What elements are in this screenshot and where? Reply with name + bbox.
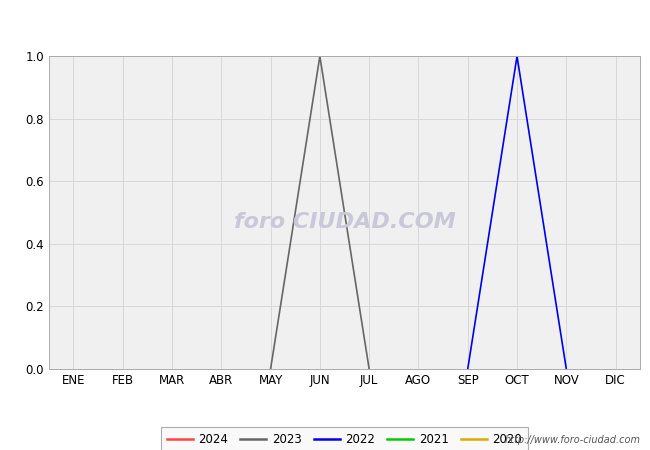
Text: Matriculaciones de Vehiculos en Villa de Ves: Matriculaciones de Vehiculos en Villa de… bbox=[148, 14, 502, 29]
Text: foro CIUDAD.COM: foro CIUDAD.COM bbox=[233, 212, 456, 232]
Legend: 2024, 2023, 2022, 2021, 2020: 2024, 2023, 2022, 2021, 2020 bbox=[161, 428, 528, 450]
Text: http://www.foro-ciudad.com: http://www.foro-ciudad.com bbox=[504, 435, 640, 445]
